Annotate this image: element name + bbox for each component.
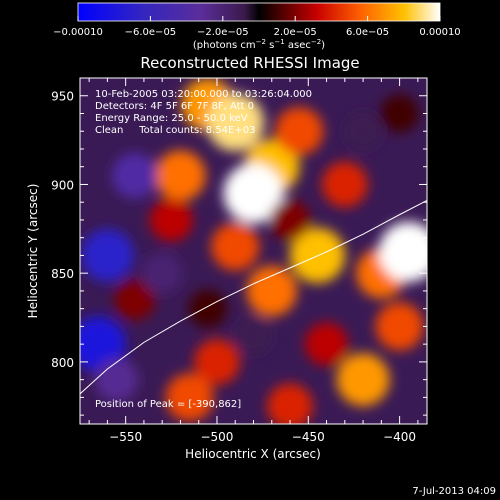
colorbar-tick-label: 6.0e−05: [346, 27, 389, 38]
y-tick-label: 850: [51, 267, 74, 281]
annotation-time-range: 10-Feb-2005 03:20:00.000 to 03:26:04.000: [95, 89, 312, 100]
y-tick-label: 900: [51, 178, 74, 192]
x-tick-label: −400: [383, 430, 416, 444]
heatmap-blob: [275, 107, 324, 156]
annotation-energy: Energy Range: 25.0 - 50.0 keV: [95, 113, 248, 124]
colorbar-tick-label: 2.0e−05: [274, 27, 317, 38]
heatmap-blob: [375, 302, 424, 351]
colorbar-ticks: −0.00010 −6.0e−05 −2.0e−05 2.0e−05 6.0e−05 0.…: [53, 16, 461, 38]
heatmap-blob: [80, 229, 134, 282]
colorbar-tick-label: −6.0e−05: [125, 27, 177, 38]
chart-title: Reconstructed RHESSI Image: [140, 54, 359, 72]
heatmap-blob: [155, 150, 206, 201]
annotation-detectors: Detectors: 4F 5F 6F 7F 8F, Att 0: [95, 101, 254, 112]
colorbar: [77, 2, 441, 22]
colorbar-tick-label: 0.00010: [419, 27, 460, 38]
heatmap-blob: [269, 199, 311, 241]
x-tick-label: −550: [109, 430, 142, 444]
heatmap-blob: [149, 198, 193, 242]
heatmap-blob: [111, 152, 158, 199]
heatmap-blob: [343, 112, 383, 151]
x-axis-ticks: −550 −500 −450 −400: [88, 78, 419, 444]
heatmap-blob: [194, 339, 240, 385]
heatmap-blob: [234, 316, 273, 355]
heatmap-blob: [114, 279, 156, 321]
heatmap-blob: [336, 353, 390, 407]
heatmap-blob: [165, 373, 214, 422]
heatmap-blob: [304, 322, 349, 366]
heatmap-blob: [141, 252, 183, 294]
y-axis-ticks: 800 850 900 950: [51, 77, 427, 416]
heatmap-blob: [80, 316, 126, 372]
solar-limb-curve: [80, 199, 427, 395]
heatmap-blob: [322, 161, 368, 208]
heatmap-blob: [206, 93, 265, 152]
colorbar-unit: (photons cm−2 s−1 asec−2): [193, 38, 325, 51]
heatmap-blob: [378, 221, 427, 282]
y-tick-label: 800: [51, 356, 74, 370]
heatmap-blob: [246, 265, 297, 317]
annotation-counts: Clean Total counts: 8.54E+03: [95, 125, 255, 136]
peak-position-label: Position of Peak = [-390,862]: [95, 399, 241, 410]
y-axis-label: Heliocentric Y (arcsec): [26, 184, 40, 319]
heatmap-blob: [211, 222, 260, 271]
heatmap-blob: [267, 383, 313, 424]
heatmap-blob: [223, 163, 284, 224]
footer-date: 7-Jul-2013 04:09: [412, 486, 496, 497]
x-tick-label: −450: [292, 430, 325, 444]
colorbar-tick-label: −2.0e−05: [197, 27, 249, 38]
heatmap-blob: [94, 358, 139, 402]
y-tick-label: 950: [51, 90, 74, 104]
heatmap-blob: [188, 289, 228, 328]
heatmap-blob: [380, 94, 419, 133]
colorbar-tick-label: −0.00010: [53, 27, 103, 38]
x-axis-label: Heliocentric X (arcsec): [185, 447, 321, 461]
x-tick-label: −500: [200, 430, 233, 444]
